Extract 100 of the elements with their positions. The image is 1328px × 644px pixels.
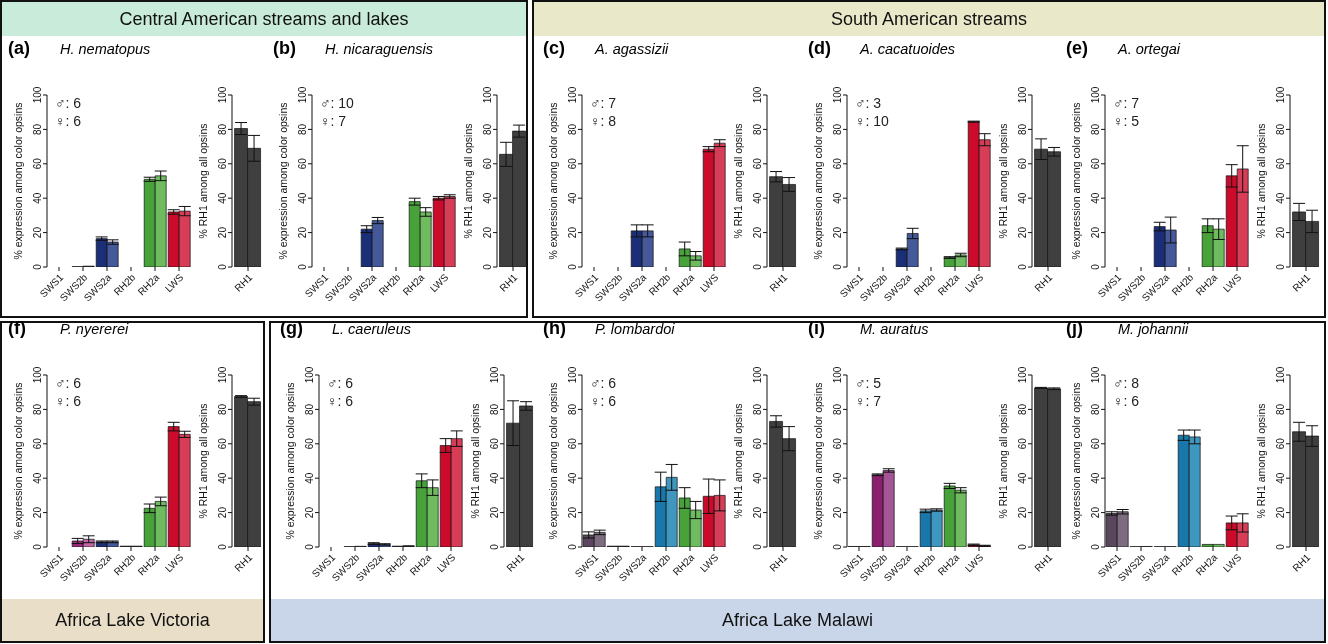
- y-tick-label: 100: [216, 86, 228, 104]
- y-tick-label: 40: [31, 472, 43, 484]
- y-tick-label: 20: [216, 226, 228, 239]
- y-tick-label: 60: [566, 157, 578, 170]
- chart-title: P. lombardoi: [595, 321, 675, 337]
- y-tick-label: 40: [481, 192, 493, 204]
- text: (g): [280, 318, 303, 339]
- y-tick-label: 100: [566, 366, 578, 384]
- y-axis-title: % expression among color opsins: [546, 102, 559, 260]
- y-tick-label: 20: [1274, 506, 1286, 519]
- y-axis-title: % RH1 among all opsins: [468, 403, 481, 519]
- y-tick-label: 100: [1089, 86, 1101, 104]
- x-tick-label: RH1: [767, 271, 790, 294]
- y-tick-label: 40: [488, 472, 500, 484]
- y-tick-label: 0: [1274, 543, 1286, 550]
- y-axis-title: % expression among color opsins: [1069, 102, 1082, 260]
- y-tick-label: 60: [31, 437, 43, 450]
- y-tick-label: 60: [31, 157, 43, 170]
- y-tick-label: 100: [303, 366, 315, 384]
- y-tick-label: 0: [751, 543, 763, 550]
- y-tick-label: 100: [1089, 366, 1101, 384]
- chart-title: A. cacatuoides: [860, 41, 956, 57]
- y-tick-label: 80: [481, 123, 493, 135]
- y-axis-title: % expression among color opsins: [811, 382, 824, 540]
- text: Central American streams and lakes: [2, 2, 526, 36]
- chart-title: M. auratus: [860, 321, 929, 337]
- y-tick-label: 0: [1089, 263, 1101, 270]
- y-tick-label: 80: [216, 123, 228, 135]
- text: (h): [543, 318, 566, 339]
- x-tick-label: RH1: [232, 551, 255, 574]
- y-axis-title: % expression among color opsins: [276, 102, 289, 260]
- y-tick-label: 20: [1016, 226, 1028, 239]
- y-tick-label: 80: [1274, 123, 1286, 135]
- annotation: ♂: 6: [55, 95, 82, 111]
- annotation: ♀: 6: [55, 113, 82, 129]
- y-tick-label: 20: [1274, 226, 1286, 239]
- y-tick-label: 0: [1274, 263, 1286, 270]
- y-tick-label: 80: [1089, 403, 1101, 415]
- annotation: ♂: 6: [327, 375, 354, 391]
- y-tick-label: 100: [296, 86, 308, 104]
- y-tick-label: 40: [31, 192, 43, 204]
- annotation: ♀: 6: [55, 393, 82, 409]
- y-tick-label: 80: [831, 123, 843, 135]
- y-tick-label: 60: [831, 437, 843, 450]
- chart-title: A. agassizii: [595, 41, 669, 57]
- chart-title: P. nyererei: [60, 321, 129, 337]
- y-tick-label: 60: [1274, 437, 1286, 450]
- y-tick-label: 40: [296, 192, 308, 204]
- annotation: ♀: 10: [855, 113, 889, 129]
- y-tick-label: 100: [1274, 86, 1286, 104]
- annotation: ♂: 5: [855, 375, 882, 391]
- annotation: ♀: 6: [590, 393, 617, 409]
- text: (d): [808, 38, 831, 59]
- y-tick-label: 100: [751, 86, 763, 104]
- annotation: ♂: 6: [55, 375, 82, 391]
- y-tick-label: 80: [31, 123, 43, 135]
- y-tick-label: 0: [1016, 543, 1028, 550]
- x-tick-label: RH1: [1290, 551, 1313, 574]
- y-tick-label: 0: [216, 543, 228, 550]
- y-tick-label: 100: [216, 366, 228, 384]
- annotation: ♂: 8: [1113, 375, 1140, 391]
- y-tick-label: 60: [481, 157, 493, 170]
- annotation: ♀: 7: [855, 393, 882, 409]
- x-tick-label: RH1: [1032, 271, 1055, 294]
- y-tick-label: 60: [566, 437, 578, 450]
- y-tick-label: 20: [216, 506, 228, 519]
- text: (f): [8, 318, 26, 339]
- y-axis-title: % RH1 among all opsins: [731, 123, 744, 239]
- y-tick-label: 0: [1016, 263, 1028, 270]
- y-tick-label: 60: [1089, 157, 1101, 170]
- y-tick-label: 0: [296, 263, 308, 270]
- y-tick-label: 0: [31, 543, 43, 550]
- y-axis-title: % RH1 among all opsins: [996, 123, 1009, 239]
- y-tick-label: 80: [1016, 403, 1028, 415]
- y-tick-label: 40: [1274, 472, 1286, 484]
- y-tick-label: 100: [1274, 366, 1286, 384]
- y-tick-label: 20: [831, 226, 843, 239]
- y-tick-label: 40: [1016, 472, 1028, 484]
- chart-title: H. nicaraguensis: [325, 41, 433, 57]
- annotation: ♂: 7: [1113, 95, 1140, 111]
- y-tick-label: 40: [751, 472, 763, 484]
- y-tick-label: 80: [1016, 123, 1028, 135]
- text: South American streams: [534, 2, 1324, 36]
- y-tick-label: 80: [216, 403, 228, 415]
- y-tick-label: 0: [481, 263, 493, 270]
- y-tick-label: 60: [216, 157, 228, 170]
- y-tick-label: 100: [31, 366, 43, 384]
- y-axis-title: % expression among color opsins: [811, 102, 824, 260]
- y-tick-label: 40: [751, 192, 763, 204]
- y-tick-label: 40: [1089, 472, 1101, 484]
- x-tick-label: RH1: [504, 551, 527, 574]
- text: (c): [543, 38, 565, 59]
- y-tick-label: 60: [488, 437, 500, 450]
- annotation: ♂: 3: [855, 95, 882, 111]
- y-tick-label: 40: [216, 192, 228, 204]
- annotation: ♂: 6: [590, 375, 617, 391]
- x-tick-label: RH1: [1032, 551, 1055, 574]
- y-tick-label: 0: [216, 263, 228, 270]
- y-tick-label: 80: [1274, 403, 1286, 415]
- y-axis-title: % RH1 among all opsins: [1254, 403, 1267, 519]
